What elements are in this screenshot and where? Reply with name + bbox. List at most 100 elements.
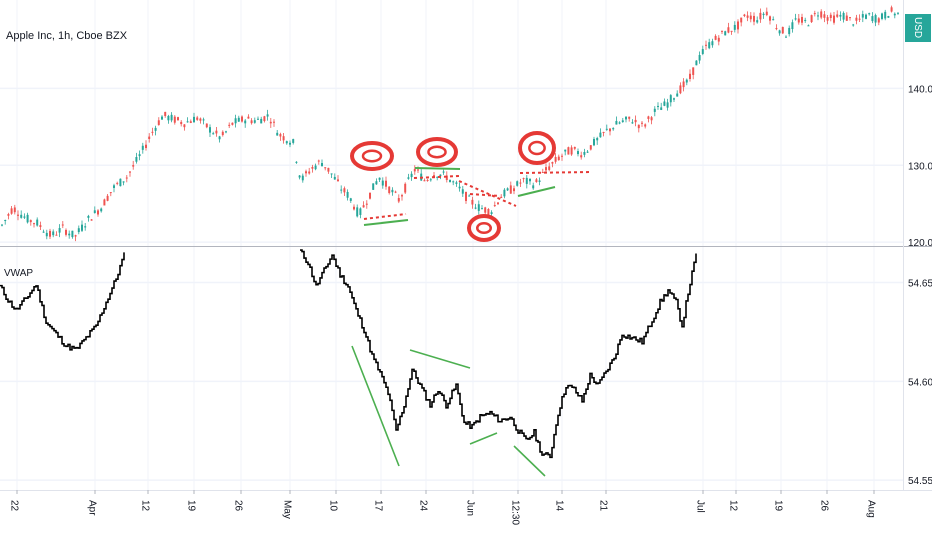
candle-body — [871, 16, 874, 22]
candle-body — [615, 120, 618, 125]
candle-body — [369, 192, 371, 199]
candle-body — [612, 128, 615, 130]
candle-body — [231, 122, 234, 125]
price-candles — [1, 5, 899, 242]
candle-body — [506, 188, 509, 191]
candle-body — [4, 219, 7, 221]
candle-body — [20, 214, 23, 218]
candle-body — [167, 115, 170, 121]
candle-body — [765, 11, 768, 16]
annotation-dotted-line — [413, 175, 461, 179]
x-tick-label: 19 — [186, 500, 197, 512]
candle-body — [545, 167, 547, 171]
candle-body — [445, 175, 448, 181]
candle-body — [250, 120, 253, 124]
candle-body — [637, 124, 640, 129]
candle-body — [141, 145, 144, 150]
annotation-green-line — [409, 349, 471, 369]
candle-body — [705, 44, 707, 46]
candle-body — [157, 120, 160, 125]
candle-body — [90, 219, 93, 221]
candle-body — [481, 208, 483, 210]
candle-body — [666, 102, 669, 108]
candle-body — [45, 232, 48, 237]
candle-body — [381, 180, 384, 186]
candle-body — [221, 131, 224, 136]
candle-body — [13, 207, 16, 213]
candle-body — [503, 189, 506, 197]
candle-body — [116, 182, 119, 184]
candle-body — [173, 116, 176, 123]
x-tick-label: 19 — [773, 500, 784, 512]
candle-body — [87, 215, 90, 218]
candle-body — [52, 231, 55, 236]
candle-body — [753, 15, 755, 22]
candle-body — [493, 205, 496, 207]
candle-body — [186, 121, 189, 123]
candle-body — [205, 123, 208, 128]
candle-body — [813, 13, 816, 15]
candle-body — [119, 178, 122, 187]
candle-body — [314, 165, 317, 170]
candle-body — [77, 228, 80, 233]
candle-body — [743, 14, 746, 17]
candle-body — [164, 111, 167, 117]
candle-body — [708, 42, 711, 49]
annotation-circle — [350, 141, 394, 171]
chart-title: Apple Inc, 1h, Cboe BZX — [6, 30, 128, 42]
candle-body — [106, 195, 109, 201]
candle-body — [148, 136, 151, 139]
candle-body — [797, 18, 800, 23]
candle-body — [641, 122, 643, 124]
candle-body — [692, 67, 695, 75]
candle-body — [497, 202, 499, 205]
candle-body — [170, 114, 173, 121]
annotation-circle-inner — [427, 145, 447, 159]
annotation-green-line — [513, 445, 546, 477]
candle-body — [183, 124, 186, 128]
candle-body — [151, 131, 154, 133]
candle-body — [653, 108, 656, 112]
candle-body — [609, 128, 611, 132]
candle-body — [689, 73, 691, 79]
currency-badge[interactable]: USD — [905, 14, 931, 42]
candle-body — [487, 209, 490, 216]
candle-body — [721, 30, 723, 32]
candle-body — [810, 15, 813, 23]
annotation-circle-inner — [528, 140, 546, 156]
axes: 140.00 130.00 120.00 54.65 54.60 54.55 22 Apr 12… — [0, 0, 932, 525]
candle-body — [65, 229, 67, 235]
x-tick-label: Aug — [866, 500, 877, 518]
candle-body — [554, 156, 557, 162]
candle-body — [657, 105, 659, 107]
candle-body — [234, 118, 237, 124]
candle-body — [10, 208, 13, 214]
candle-body — [650, 117, 653, 121]
annotation-green-line — [363, 219, 409, 226]
candle-body — [26, 214, 29, 223]
candle-body — [193, 116, 195, 123]
candle-body — [301, 175, 304, 181]
candle-body — [237, 117, 240, 122]
candle-body — [583, 152, 586, 155]
annotation-green-line — [351, 345, 400, 467]
candle-body — [423, 180, 426, 182]
candle-body — [298, 175, 301, 178]
candle-body — [285, 141, 288, 144]
candle-body — [436, 176, 439, 178]
candle-body — [730, 30, 733, 32]
x-tick-label: Jul — [695, 500, 706, 513]
candle-body — [669, 95, 672, 103]
candle-body — [81, 224, 83, 231]
candle-body — [36, 219, 39, 226]
annotation-circle — [467, 214, 501, 242]
candle-body — [513, 188, 515, 192]
annotation-circle-inner — [476, 221, 492, 235]
candle-body — [55, 234, 58, 236]
y-tick-label-price: 120.00 — [908, 238, 932, 249]
candle-body — [132, 165, 135, 167]
x-tick-label: Jun — [465, 500, 476, 516]
candle-body — [189, 121, 192, 123]
candle-body — [218, 136, 221, 140]
candle-body — [84, 226, 87, 228]
